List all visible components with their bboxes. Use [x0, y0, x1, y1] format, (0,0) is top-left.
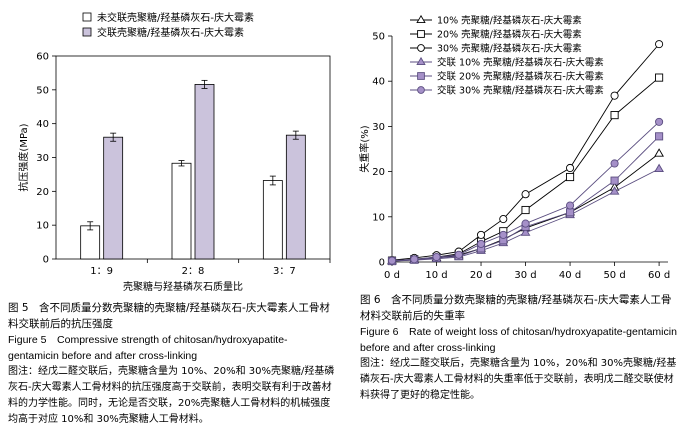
data-point — [610, 176, 619, 185]
y-tick-label: 40 — [372, 77, 385, 88]
y-tick-label: 0 — [379, 258, 385, 269]
figure-6-title-cn: 图 6 含不同质量分数壳聚糖的壳聚糖/羟基磷灰石-庆大霉素人工骨材料交联前后的失… — [360, 294, 672, 322]
series-line — [391, 136, 660, 262]
series-line — [391, 168, 660, 262]
series-line — [391, 121, 660, 262]
x-axis-label: 壳聚糖与羟基磷灰石质量比 — [123, 280, 243, 293]
data-point — [610, 111, 619, 120]
figure-5-title-en: Figure 5 Compressive strength of chitosa… — [8, 334, 288, 362]
x-tick-label: 50 d — [603, 270, 625, 281]
data-point — [610, 159, 619, 168]
legend-swatch — [82, 27, 92, 37]
data-point — [566, 172, 575, 182]
figure-6-note: 图注：经戊二醛交联后，壳聚糖含量为 10%，20%和 30%壳聚糖/羟基磷灰石-… — [360, 358, 677, 401]
bar — [194, 84, 215, 260]
y-tick-label: 0 — [43, 255, 49, 266]
x-tick-label: 3：7 — [273, 266, 296, 277]
y-tick-label: 60 — [36, 52, 49, 63]
y-tick-label: 10 — [36, 221, 49, 232]
y-tick-label: 30 — [36, 153, 49, 164]
data-point — [410, 255, 419, 264]
data-point — [454, 250, 463, 259]
y-tick-label: 20 — [36, 187, 49, 198]
data-point — [416, 56, 426, 66]
figure-6-title-en: Figure 6 Rate of weight loss of chitosan… — [360, 326, 677, 354]
bar — [262, 180, 283, 260]
x-tick-label: 1：9 — [90, 266, 113, 277]
bar — [285, 134, 306, 260]
data-point — [521, 219, 530, 228]
bar-chart: 0 10 20 30 40 50 60 1：9 2：8 3：7 抗压强度(MPa) 壳聚糖与羟基磷灰石… — [17, 11, 331, 293]
data-point — [655, 73, 664, 82]
x-tick-label: 10 d — [425, 270, 447, 281]
data-point — [521, 205, 530, 215]
x-tick-label: 40 d — [559, 270, 581, 281]
data-point — [520, 227, 531, 236]
data-point — [566, 163, 575, 173]
y-tick-label: 30 — [372, 122, 385, 133]
data-point — [417, 86, 425, 94]
data-point — [609, 186, 620, 195]
y-axis-label: 抗压强度(MPa) — [17, 123, 30, 191]
data-point — [655, 117, 664, 126]
figure-5-note: 图注：经戊二醛交联后，壳聚糖含量为 10%、20%和 30%壳聚糖/羟基磷灰石-… — [8, 366, 335, 425]
y-tick-label: 20 — [372, 167, 385, 178]
figure-5-caption: 图 5 含不同质量分数壳聚糖的壳聚糖/羟基磷灰石-庆大霉素人工骨材料交联前后的抗… — [8, 300, 338, 428]
legend-label: 交联 30% 壳聚糖/羟基磷灰石-庆大霉素 — [437, 85, 604, 97]
data-point — [432, 252, 441, 262]
x-tick-label: 30 d — [514, 270, 536, 281]
data-point — [521, 190, 530, 199]
data-point — [387, 256, 397, 265]
data-point — [566, 201, 575, 210]
x-tick-label: 2：8 — [182, 266, 205, 277]
bar — [103, 136, 124, 260]
series-line — [391, 43, 660, 261]
data-point — [654, 163, 664, 173]
legend-label: 交联 20% 壳聚糖/羟基磷灰石-庆大霉素 — [437, 71, 604, 83]
x-tick-label: 60 d — [648, 270, 670, 281]
y-tick-label: 50 — [372, 32, 385, 43]
data-point — [476, 239, 486, 248]
data-point — [417, 72, 425, 80]
bar — [80, 225, 101, 260]
legend-label: 20% 壳聚糖/羟基磷灰石-庆大霉素 — [437, 29, 582, 41]
data-point — [566, 208, 575, 217]
y-tick-label: 50 — [36, 85, 49, 96]
data-point — [654, 148, 664, 157]
legend-label: 未交联壳聚糖/羟基磷灰石-庆大霉素 — [97, 11, 254, 24]
legend-swatch — [82, 12, 92, 22]
x-tick-label: 20 d — [470, 270, 492, 281]
legend-label: 30% 壳聚糖/羟基磷灰石-庆大霉素 — [437, 43, 582, 55]
data-point — [417, 44, 425, 52]
legend-label: 交联壳聚糖/羟基磷灰石-庆大霉素 — [97, 26, 244, 39]
legend-label: 10% 壳聚糖/羟基磷灰石-庆大霉素 — [437, 15, 582, 27]
data-point — [417, 30, 425, 38]
line-chart: 0 10 20 30 40 50 0 d 10 d 20 d 30 d 40 d 50 d 60 d 失重… — [358, 15, 670, 282]
x-tick-label: 0 d — [384, 270, 400, 281]
y-axis-label: 失重率(%) — [358, 125, 371, 172]
data-point — [476, 230, 486, 239]
y-tick-label: 10 — [372, 212, 385, 223]
figure-canvas: 0 10 20 30 40 50 60 1：9 2：8 3：7 抗压强度(MPa) 壳聚糖与羟基磷灰石… — [17, 11, 670, 293]
figure-5-title-cn: 图 5 含不同质量分数壳聚糖的壳聚糖/羟基磷灰石-庆大霉素人工骨材料交联前后的抗… — [8, 302, 330, 330]
bar — [171, 162, 192, 260]
data-point — [610, 91, 619, 100]
data-point — [655, 40, 664, 49]
figure-6-caption: 图 6 含不同质量分数壳聚糖的壳聚糖/羟基磷灰石-庆大霉素人工骨材料交联前后的失… — [360, 292, 680, 404]
legend-label: 交联 10% 壳聚糖/羟基磷灰石-庆大霉素 — [437, 57, 604, 69]
data-point — [499, 215, 508, 224]
data-point — [499, 230, 508, 239]
y-tick-label: 40 — [36, 119, 49, 130]
data-point — [655, 132, 664, 141]
data-point — [416, 14, 426, 23]
